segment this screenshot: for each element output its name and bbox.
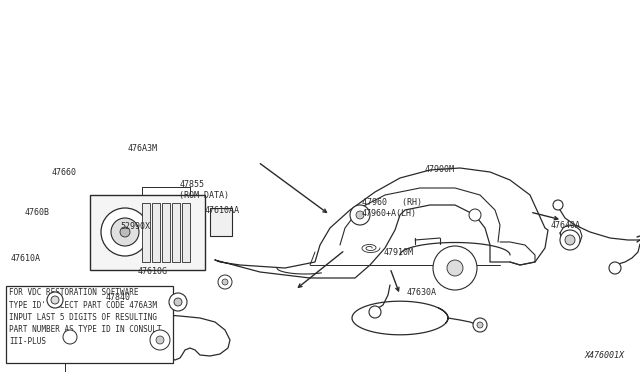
Circle shape (473, 318, 487, 332)
Circle shape (218, 275, 232, 289)
Circle shape (609, 262, 621, 274)
Text: FOR VDC RESTORATION SOFTWARE
TYPE ID' SELECT PART CODE 476A3M
INPUT LAST 5 DIGIT: FOR VDC RESTORATION SOFTWARE TYPE ID' SE… (10, 288, 162, 346)
Text: 47640A: 47640A (550, 221, 580, 230)
Text: 47900M: 47900M (424, 165, 454, 174)
Circle shape (553, 200, 563, 210)
Text: 47610AA: 47610AA (205, 206, 240, 215)
Text: 4760B: 4760B (24, 208, 49, 217)
Circle shape (356, 211, 364, 219)
Text: 47855
(ROM DATA): 47855 (ROM DATA) (179, 180, 229, 200)
Circle shape (477, 322, 483, 328)
Circle shape (433, 246, 477, 290)
FancyBboxPatch shape (210, 208, 232, 236)
Circle shape (369, 306, 381, 318)
Text: 52990X: 52990X (120, 222, 150, 231)
FancyBboxPatch shape (142, 203, 150, 262)
Circle shape (565, 235, 575, 245)
Circle shape (169, 293, 187, 311)
Circle shape (222, 279, 228, 285)
FancyBboxPatch shape (6, 286, 173, 363)
Text: 47910M: 47910M (384, 248, 414, 257)
Circle shape (120, 227, 130, 237)
Circle shape (63, 330, 77, 344)
Circle shape (350, 205, 370, 225)
Text: 47840: 47840 (106, 293, 131, 302)
Text: 47610G: 47610G (138, 267, 168, 276)
Text: 47610A: 47610A (10, 254, 40, 263)
FancyBboxPatch shape (172, 203, 180, 262)
Circle shape (150, 330, 170, 350)
Text: 47630A: 47630A (406, 288, 436, 296)
Text: 476A3M: 476A3M (128, 144, 158, 153)
FancyBboxPatch shape (152, 203, 160, 262)
Circle shape (51, 296, 59, 304)
Circle shape (111, 218, 139, 246)
Circle shape (47, 292, 63, 308)
Circle shape (156, 336, 164, 344)
FancyBboxPatch shape (162, 203, 170, 262)
Circle shape (447, 260, 463, 276)
Circle shape (469, 209, 481, 221)
Circle shape (101, 208, 149, 256)
Circle shape (560, 230, 580, 250)
Text: 47660: 47660 (51, 169, 76, 177)
Text: 47960   (RH)
47960+A(LH): 47960 (RH) 47960+A(LH) (362, 198, 422, 218)
Text: X476001X: X476001X (585, 351, 625, 360)
FancyBboxPatch shape (90, 195, 205, 270)
FancyBboxPatch shape (182, 203, 190, 262)
Circle shape (174, 298, 182, 306)
